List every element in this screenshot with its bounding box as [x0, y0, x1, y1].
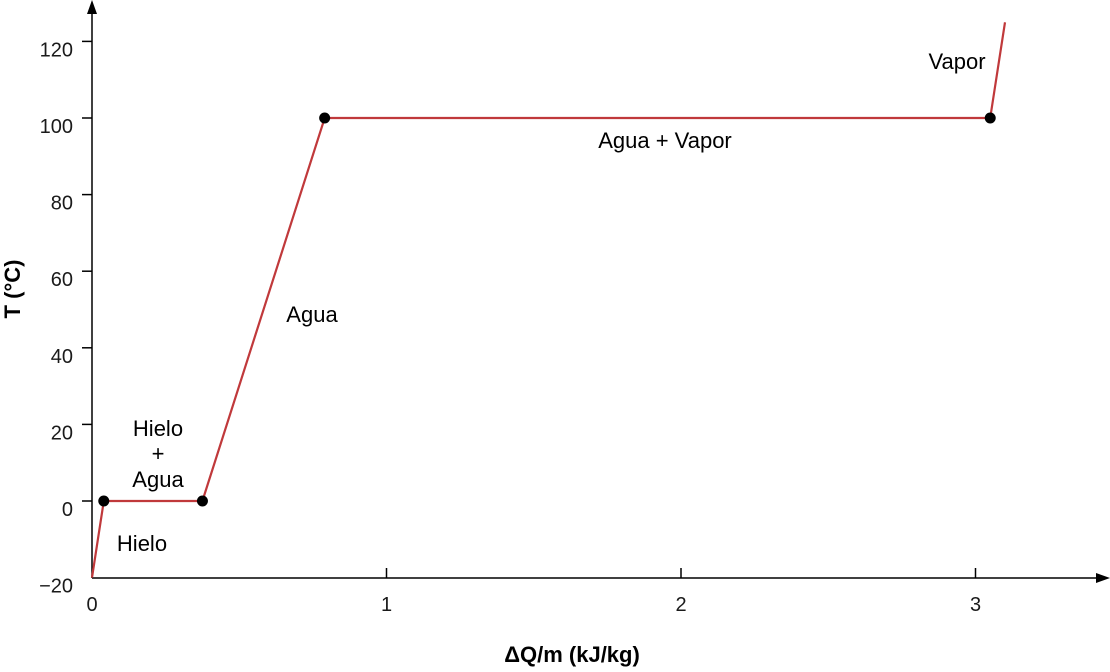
y-axis-title: T (°C) — [0, 260, 25, 319]
data-point — [984, 112, 996, 124]
y-tick-label: 40 — [51, 346, 73, 368]
x-axis — [92, 573, 1110, 583]
series-layer — [90, 22, 1007, 578]
x-tick-label: 3 — [970, 594, 981, 616]
y-tick-label: 100 — [40, 116, 73, 138]
x-axis-arrow — [1096, 573, 1110, 583]
y-tick-label: 80 — [51, 193, 73, 215]
x-axis-title: ΔQ/m (kJ/kg) — [504, 642, 640, 667]
annotation-agua-vapor: Agua + Vapor — [598, 128, 732, 153]
x-tick-label: 1 — [381, 594, 392, 616]
y-axis — [87, 0, 97, 578]
x-tick-label: 2 — [675, 594, 686, 616]
y-tick-label: 0 — [62, 499, 73, 521]
points-layer — [98, 112, 996, 507]
y-axis-arrow — [87, 0, 97, 14]
annotations: Hielo Hielo + Agua Agua Agua + Vapor Vap… — [117, 49, 986, 556]
annotation-agua: Agua — [286, 302, 338, 327]
annotation-vapor: Vapor — [928, 49, 985, 74]
y-tick-label: 120 — [40, 39, 73, 61]
annotation-hielo-agua-line1: Hielo — [133, 416, 183, 441]
x-ticks: 0 1 2 3 — [86, 568, 981, 616]
annotation-hielo: Hielo — [117, 531, 167, 556]
annotation-hielo-agua-line3: Agua — [132, 467, 184, 492]
annotation-hielo-agua-line2: + — [152, 441, 165, 466]
y-tick-label: −20 — [39, 576, 73, 598]
data-point — [319, 112, 331, 124]
series-line — [90, 22, 1007, 578]
data-point — [196, 495, 208, 507]
data-point — [98, 495, 110, 507]
x-tick-label: 0 — [86, 594, 97, 616]
y-tick-label: 60 — [51, 269, 73, 291]
y-tick-label: 20 — [51, 422, 73, 444]
y-ticks: −20 0 20 40 60 80 100 120 — [39, 39, 92, 598]
